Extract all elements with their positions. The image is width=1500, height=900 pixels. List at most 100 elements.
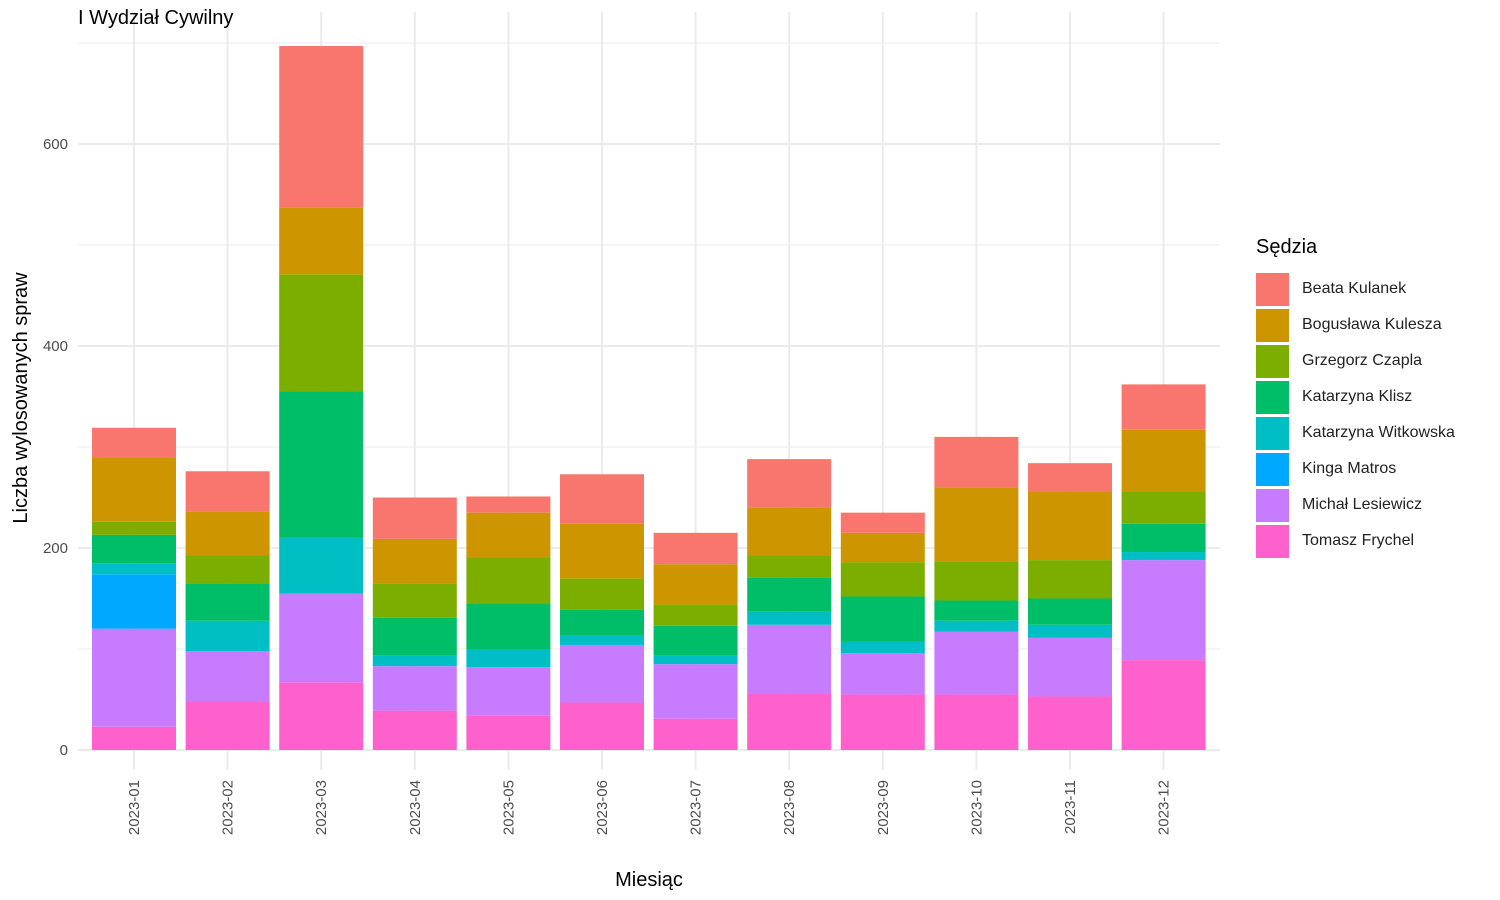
- bar-segment: [840, 641, 925, 654]
- bar-segment: [840, 562, 925, 597]
- bar-segment: [934, 436, 1019, 488]
- x-axis-label: Miesiąc: [615, 869, 683, 891]
- legend-label: Kinga Matros: [1302, 460, 1397, 477]
- x-tick-label: 2023-05: [500, 780, 517, 835]
- legend-item: Kinga Matros: [1256, 451, 1455, 487]
- bar-segment: [1121, 429, 1206, 492]
- bar-segment: [653, 532, 738, 565]
- bar-segment: [92, 726, 176, 750]
- bar-segment: [466, 496, 551, 513]
- bar-segment: [372, 497, 457, 539]
- bar-segment: [560, 523, 644, 579]
- bar-segment: [92, 574, 176, 629]
- bar-segment: [934, 694, 1019, 750]
- bar-segment: [372, 666, 457, 711]
- bar-segment: [1121, 560, 1206, 661]
- bar-segment: [92, 628, 176, 727]
- bar-segment: [747, 577, 832, 612]
- bar-segment: [185, 701, 270, 750]
- bar-segment: [560, 474, 644, 524]
- bar-segment: [372, 710, 457, 750]
- bar-segment: [840, 653, 925, 695]
- legend-item: Grzegorz Czapla: [1256, 343, 1455, 379]
- bar-segment: [279, 207, 364, 275]
- legend-swatch: [1256, 344, 1289, 378]
- bar-segment: [466, 667, 551, 716]
- bar-segment: [466, 512, 551, 558]
- bar-segment: [1028, 696, 1112, 750]
- bar-segment: [279, 593, 364, 683]
- bar-segment: [747, 624, 832, 694]
- bar-segment: [560, 702, 644, 750]
- axes: 0 200 400 600 2023-01 2023-02 2023-03 2023-04 20…: [43, 136, 1173, 835]
- x-tick-label: 2023-08: [781, 780, 798, 835]
- x-tick-label: 2023-01: [126, 780, 143, 835]
- bar-segment: [92, 427, 176, 458]
- y-axis-label: Liczba wylosowanych spraw: [10, 272, 32, 524]
- bar-segment: [372, 655, 457, 667]
- legend-label: Tomasz Frychel: [1302, 532, 1415, 549]
- x-tick-label: 2023-07: [688, 780, 705, 835]
- bar-segment: [372, 617, 457, 656]
- bar-segment: [934, 631, 1019, 695]
- x-tick-label: 2023-06: [594, 780, 611, 835]
- y-tick-label: 0: [60, 742, 68, 759]
- legend-label: Beata Kulanek: [1302, 280, 1407, 297]
- legend-item: Tomasz Frychel: [1256, 523, 1455, 559]
- bar-segment: [840, 532, 925, 563]
- bar-segment: [92, 457, 176, 522]
- legend-item: Bogusława Kulesza: [1256, 307, 1455, 343]
- legend-label: Katarzyna Klisz: [1302, 388, 1413, 405]
- bar-segment: [1121, 491, 1206, 524]
- bar-segment: [653, 625, 738, 656]
- y-tick-label: 200: [43, 540, 68, 557]
- x-tick-label: 2023-10: [968, 780, 985, 835]
- bar-segment: [372, 538, 457, 584]
- bar-segment: [653, 564, 738, 605]
- legend-swatch: [1256, 488, 1289, 522]
- bar-segment: [279, 682, 364, 750]
- bar-segment: [934, 600, 1019, 621]
- bar-segment: [466, 715, 551, 750]
- bar-segment: [1028, 598, 1112, 625]
- bar-segment: [1121, 660, 1206, 750]
- legend-items: Beata Kulanek Bogusława Kulesza Grzegorz C…: [1256, 271, 1455, 559]
- x-tick-label: 2023-11: [1062, 780, 1079, 834]
- bar-segment: [560, 578, 644, 610]
- bar-segment: [1028, 560, 1112, 599]
- x-tick-label: 2023-04: [407, 780, 424, 835]
- bar-segment: [185, 471, 270, 512]
- legend-item: Michał Lesiewicz: [1256, 487, 1455, 523]
- bar-segment: [653, 718, 738, 750]
- bar-segment: [279, 537, 364, 594]
- bar-segment: [747, 693, 832, 750]
- y-tick-label: 400: [43, 338, 68, 355]
- bar-segment: [560, 609, 644, 636]
- x-tick-label: 2023-02: [220, 780, 237, 835]
- bar-segment: [747, 555, 832, 578]
- bar-segment: [1028, 463, 1112, 492]
- bar-segment: [934, 561, 1019, 601]
- bar-segment: [1121, 523, 1206, 553]
- legend-label: Michał Lesiewicz: [1302, 496, 1423, 513]
- legend-label: Katarzyna Witkowska: [1302, 424, 1455, 441]
- x-tick-label: 2023-12: [1156, 780, 1173, 835]
- bar-segment: [840, 596, 925, 642]
- bar-segment: [747, 507, 832, 556]
- bar-segment: [185, 555, 270, 584]
- bar-segment: [747, 459, 832, 508]
- bar-segment: [185, 651, 270, 702]
- bar-segment: [560, 644, 644, 703]
- bar-segment: [653, 604, 738, 626]
- bar-segment: [92, 534, 176, 564]
- bar-segment: [279, 274, 364, 392]
- chart-title: I Wydział Cywilny: [78, 7, 234, 29]
- bar-segment: [1028, 624, 1112, 638]
- bar-segment: [840, 512, 925, 533]
- y-tick-label: 600: [43, 136, 68, 153]
- legend-label: Bogusława Kulesza: [1302, 316, 1442, 333]
- bar-segment: [840, 694, 925, 750]
- legend-swatch: [1256, 272, 1289, 306]
- bars: [92, 46, 1206, 750]
